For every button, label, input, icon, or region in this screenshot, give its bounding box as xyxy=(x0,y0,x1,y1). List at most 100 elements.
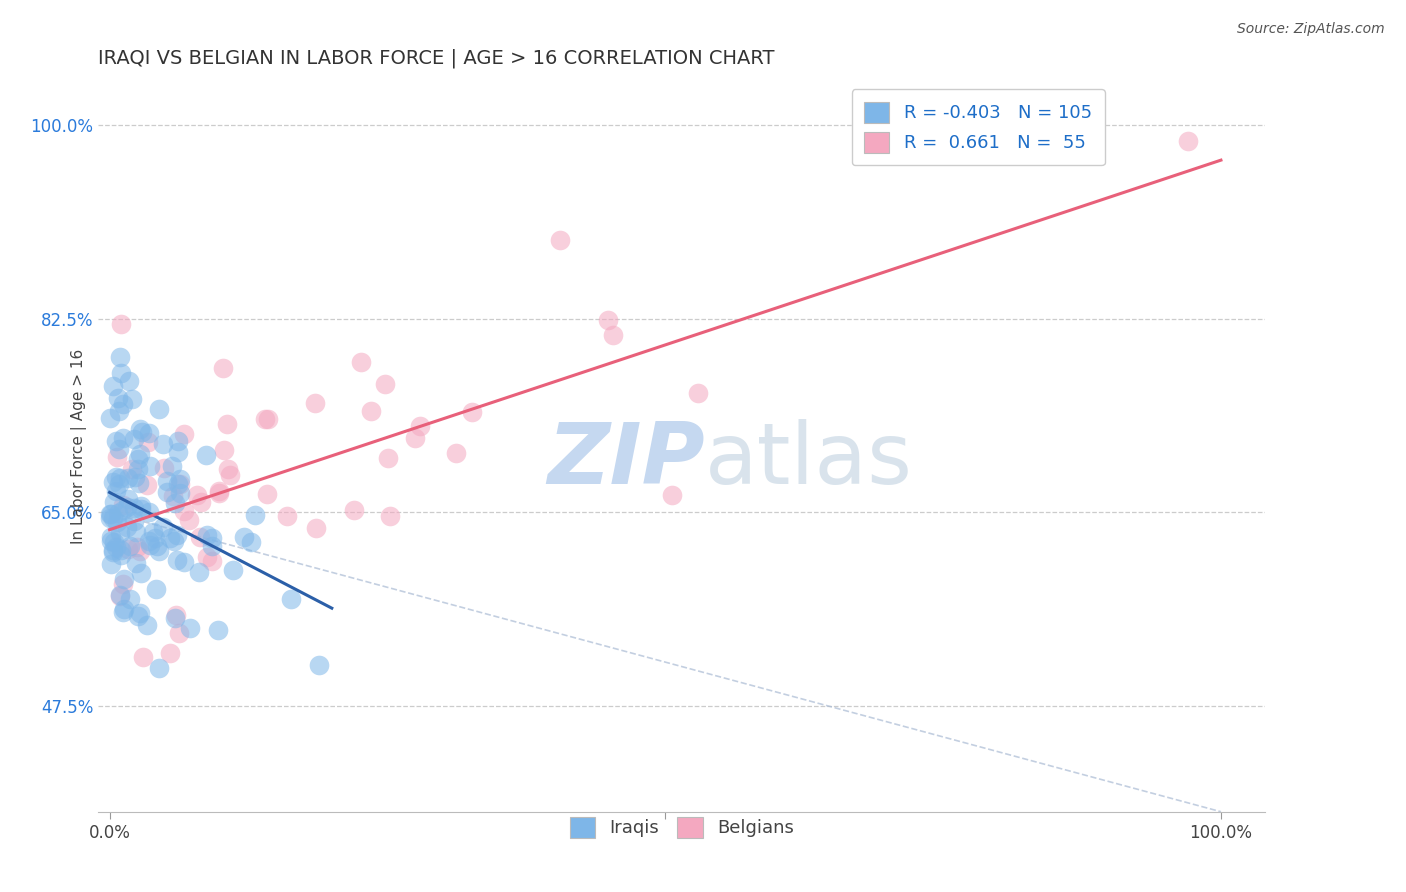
Point xyxy=(103,475,125,489)
Point xyxy=(343,503,366,517)
Point xyxy=(142,524,165,539)
Point xyxy=(112,503,135,517)
Point xyxy=(163,496,186,510)
Point xyxy=(110,548,132,562)
Point xyxy=(201,540,224,554)
Point xyxy=(100,534,122,549)
Point xyxy=(146,539,169,553)
Point xyxy=(128,476,150,491)
Point xyxy=(153,460,176,475)
Point xyxy=(256,411,278,425)
Point xyxy=(404,431,426,445)
Point xyxy=(121,461,143,475)
Point xyxy=(188,530,211,544)
Point xyxy=(103,534,125,549)
Point xyxy=(194,448,217,462)
Point xyxy=(108,350,131,364)
Point xyxy=(159,646,181,660)
Point xyxy=(280,591,302,606)
Point xyxy=(377,450,399,465)
Point xyxy=(166,528,188,542)
Point xyxy=(108,525,131,540)
Point xyxy=(444,445,467,459)
Point xyxy=(166,476,188,491)
Point xyxy=(138,425,160,440)
Point xyxy=(201,554,224,568)
Point xyxy=(124,556,146,570)
Point xyxy=(148,544,170,558)
Point xyxy=(162,458,184,473)
Point xyxy=(139,459,162,474)
Point xyxy=(136,434,159,449)
Point xyxy=(308,657,330,672)
Point xyxy=(112,602,135,616)
Point xyxy=(217,461,239,475)
Point xyxy=(138,505,160,519)
Text: ZIP: ZIP xyxy=(547,419,706,502)
Point xyxy=(195,528,218,542)
Point xyxy=(117,471,139,485)
Point xyxy=(256,487,278,501)
Point xyxy=(129,607,152,621)
Point xyxy=(177,513,200,527)
Point xyxy=(139,538,162,552)
Point xyxy=(304,396,326,410)
Point xyxy=(169,477,191,491)
Point xyxy=(173,426,195,441)
Point xyxy=(148,661,170,675)
Point xyxy=(152,437,174,451)
Point xyxy=(162,489,184,503)
Point xyxy=(186,488,208,502)
Point xyxy=(360,404,382,418)
Point xyxy=(195,549,218,564)
Point xyxy=(187,565,209,579)
Point xyxy=(125,524,148,539)
Point xyxy=(135,617,157,632)
Point xyxy=(98,507,121,521)
Point xyxy=(127,462,149,476)
Point xyxy=(127,540,149,554)
Point xyxy=(232,530,254,544)
Point xyxy=(159,531,181,545)
Point xyxy=(118,374,141,388)
Point xyxy=(124,470,146,484)
Point xyxy=(108,477,131,491)
Point xyxy=(169,472,191,486)
Point xyxy=(122,433,145,447)
Point xyxy=(100,529,122,543)
Point xyxy=(117,542,139,557)
Point xyxy=(107,391,129,405)
Point xyxy=(122,500,145,515)
Point xyxy=(208,486,231,500)
Point xyxy=(110,543,132,558)
Point xyxy=(112,577,135,591)
Point xyxy=(166,553,188,567)
Point xyxy=(212,442,235,457)
Point xyxy=(110,317,132,331)
Point xyxy=(208,484,231,499)
Point xyxy=(373,377,395,392)
Point xyxy=(201,532,224,546)
Point xyxy=(245,508,267,523)
Point xyxy=(207,623,229,637)
Point xyxy=(103,545,125,559)
Point xyxy=(165,608,187,623)
Point xyxy=(110,366,132,380)
Point xyxy=(112,573,135,587)
Point xyxy=(152,520,174,534)
Point xyxy=(211,360,233,375)
Point xyxy=(111,498,134,512)
Point xyxy=(128,543,150,558)
Point xyxy=(105,469,128,483)
Point xyxy=(111,397,134,411)
Point xyxy=(173,555,195,569)
Text: atlas: atlas xyxy=(706,419,914,502)
Text: IRAQI VS BELGIAN IN LABOR FORCE | AGE > 16 CORRELATION CHART: IRAQI VS BELGIAN IN LABOR FORCE | AGE > … xyxy=(98,48,775,68)
Point xyxy=(103,378,125,392)
Point xyxy=(276,508,298,523)
Point xyxy=(120,591,142,606)
Point xyxy=(129,502,152,516)
Point xyxy=(215,417,238,431)
Point xyxy=(112,605,135,619)
Point xyxy=(105,540,128,554)
